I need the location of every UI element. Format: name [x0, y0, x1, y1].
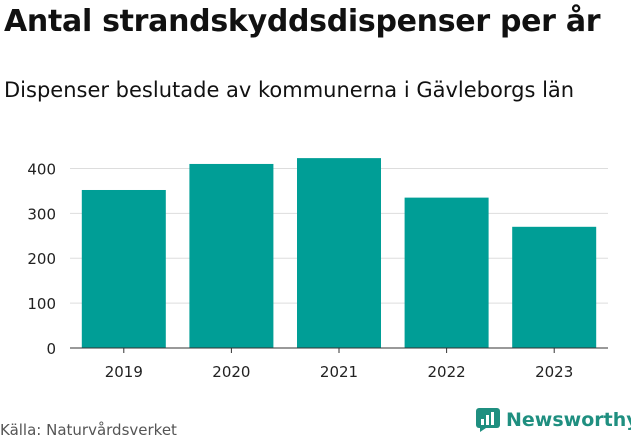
x-axis-ticks: 2019 2020 2021 2022 2023: [105, 348, 573, 381]
x-tick-label: 2021: [320, 363, 358, 381]
bar-2019: [81, 189, 166, 348]
source-note: Källa: Naturvårdsverket: [0, 421, 177, 439]
y-tick-label: 0: [46, 340, 56, 358]
newsworthy-logo: Newsworthy: [476, 408, 631, 432]
bar-2020: [189, 163, 274, 348]
chart-title: Antal strandskyddsdispenser per år: [4, 4, 601, 39]
bars: [81, 158, 597, 348]
bar-chart-logo-icon: [476, 408, 500, 432]
y-tick-label: 100: [27, 295, 56, 313]
y-axis-ticks: 0 100 200 300 400: [27, 160, 56, 358]
x-tick-label: 2022: [428, 363, 466, 381]
y-tick-label: 300: [27, 205, 56, 223]
bar-2021: [297, 158, 381, 348]
x-tick-label: 2020: [212, 363, 250, 381]
y-tick-label: 400: [27, 160, 56, 178]
x-tick-label: 2019: [105, 363, 143, 381]
bar-2022: [404, 197, 489, 348]
bar-2023: [512, 226, 597, 348]
y-tick-label: 200: [27, 250, 56, 268]
brand-name: Newsworthy: [506, 409, 631, 431]
x-tick-label: 2023: [535, 363, 573, 381]
chart-subtitle: Dispenser beslutade av kommunerna i Gävl…: [4, 78, 575, 102]
